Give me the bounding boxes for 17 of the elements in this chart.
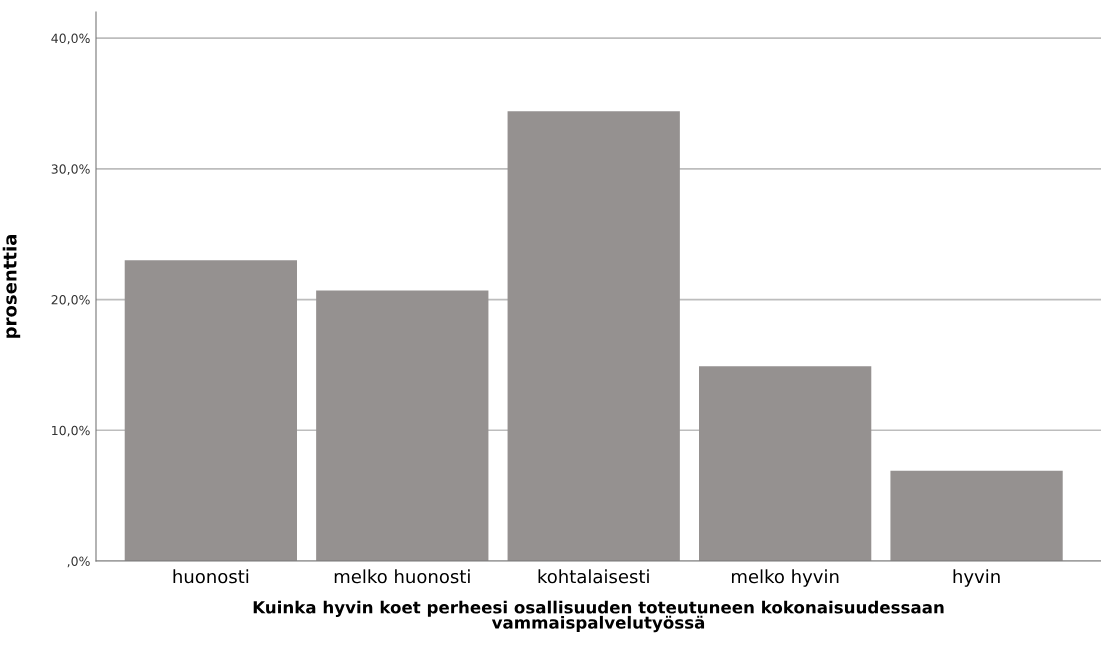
y-axis-title: prosenttia: [2, 235, 21, 338]
x-tick-label: kohtalaisesti: [538, 569, 649, 584]
x-tick-label: hyvin: [953, 569, 1000, 587]
bar: [699, 366, 872, 561]
y-tick-label: 30,0%: [51, 164, 90, 176]
bar: [124, 260, 297, 561]
x-tick-label: melko hyvin: [731, 569, 839, 587]
bar: [507, 111, 680, 561]
x-tick-label: melko huonosti: [334, 569, 470, 584]
bar: [316, 290, 489, 561]
y-tick-label: 10,0%: [52, 425, 90, 437]
y-tick-label: ,0%: [67, 556, 90, 568]
y-tick-label: 40,0%: [51, 33, 90, 45]
x-axis-title: Kuinka hyvin koet perheesi osallisuuden toteutuneen kokonaisuudessaan vammaispalvelutyössä: [253, 600, 944, 633]
bar: [890, 470, 1063, 561]
x-tick-label: huonosti: [173, 569, 249, 584]
y-tick-label: 20,0%: [51, 295, 90, 306]
